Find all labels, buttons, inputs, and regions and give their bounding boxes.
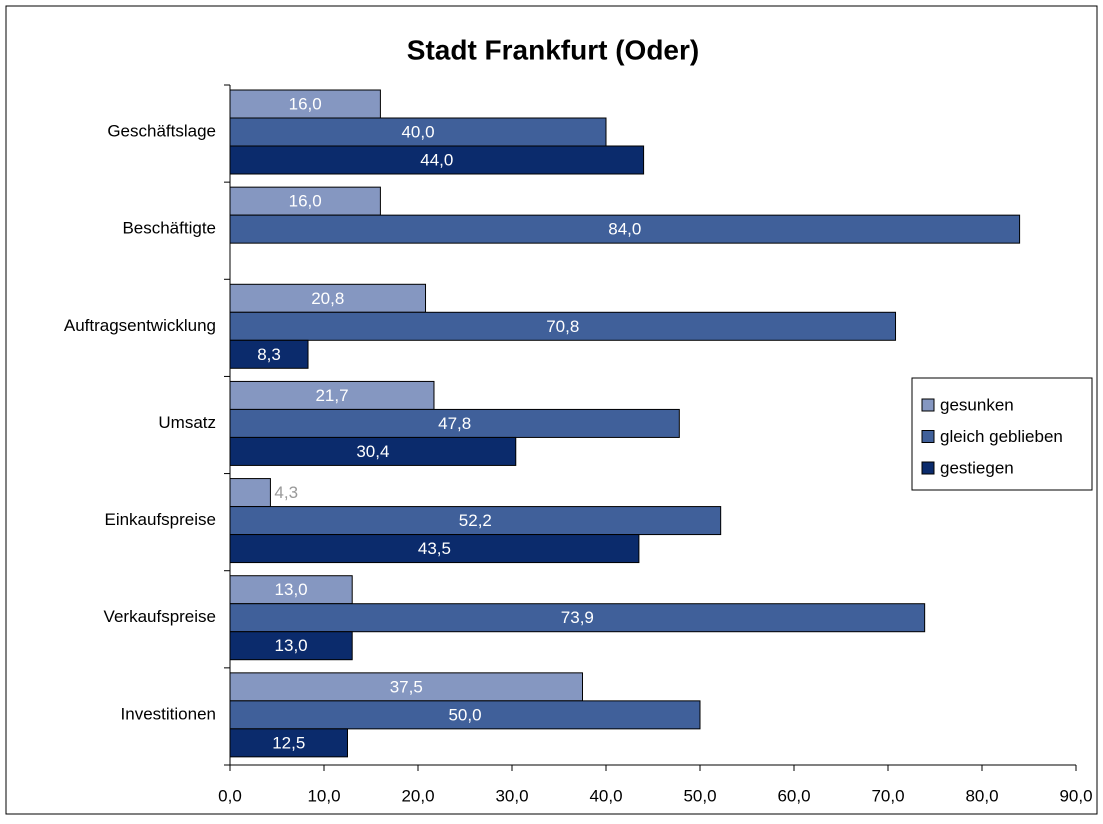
bar: [229, 89, 381, 119]
data-label: 12,5: [272, 733, 305, 752]
bar: [229, 478, 271, 508]
legend-swatch: [921, 430, 935, 443]
legend-label: gestiegen: [940, 458, 1014, 477]
data-label: 8,3: [257, 345, 281, 364]
bar: [229, 700, 701, 730]
data-label: 50,0: [448, 705, 481, 724]
bar: [229, 145, 645, 175]
data-label: 4,3: [274, 483, 298, 502]
data-label: 16,0: [289, 94, 322, 113]
data-label: 30,4: [356, 442, 389, 461]
y-tick-label: Verkaufspreise: [104, 607, 216, 626]
data-label: 20,8: [311, 289, 344, 308]
x-tick-label: 90,0: [1059, 786, 1092, 805]
data-label: 44,0: [420, 150, 453, 169]
y-tick-label: Investitionen: [121, 704, 216, 723]
legend: [911, 377, 1093, 491]
x-tick-label: 0,0: [218, 786, 242, 805]
bar: [229, 534, 640, 564]
x-tick-label: 70,0: [871, 786, 904, 805]
bar: [229, 436, 517, 466]
x-tick-label: 10,0: [307, 786, 340, 805]
bar: [229, 603, 926, 633]
bar: [229, 117, 607, 147]
bar: [229, 408, 680, 438]
legend-swatch: [921, 461, 935, 475]
data-label: 37,5: [390, 677, 423, 696]
legend-label: gesunken: [940, 395, 1014, 414]
bar: [229, 339, 309, 369]
bar: [229, 575, 353, 605]
y-tick-label: Geschäftslage: [107, 121, 216, 140]
data-label: 43,5: [418, 539, 451, 558]
x-tick-label: 20,0: [401, 786, 434, 805]
bar: [229, 214, 1021, 244]
bar: [229, 631, 353, 661]
data-label: 16,0: [289, 192, 322, 211]
data-label: 40,0: [401, 122, 434, 141]
x-tick-label: 80,0: [965, 786, 998, 805]
data-label: 21,7: [315, 386, 348, 405]
data-label: 13,0: [275, 580, 308, 599]
data-label: 73,9: [561, 608, 594, 627]
legend-swatch: [921, 398, 935, 412]
x-tick-label: 60,0: [777, 786, 810, 805]
bar: [229, 728, 348, 758]
data-label: 84,0: [608, 220, 641, 239]
chart-title: Stadt Frankfurt (Oder): [407, 34, 699, 65]
data-label: 70,8: [546, 317, 579, 336]
data-label: 13,0: [275, 636, 308, 655]
x-tick-label: 30,0: [495, 786, 528, 805]
y-tick-label: Beschäftigte: [122, 219, 216, 238]
x-tick-label: 40,0: [589, 786, 622, 805]
data-label: 47,8: [438, 414, 471, 433]
y-tick-label: Auftragsentwicklung: [64, 316, 216, 335]
bar: [229, 283, 427, 313]
bar: [229, 506, 722, 536]
y-tick-label: Einkaufspreise: [104, 510, 216, 529]
legend-label: gleich geblieben: [940, 427, 1063, 446]
bar: [229, 311, 897, 341]
y-tick-label: Umsatz: [158, 413, 216, 432]
data-label: 52,2: [459, 511, 492, 530]
bar: [229, 380, 435, 410]
x-tick-label: 50,0: [683, 786, 716, 805]
